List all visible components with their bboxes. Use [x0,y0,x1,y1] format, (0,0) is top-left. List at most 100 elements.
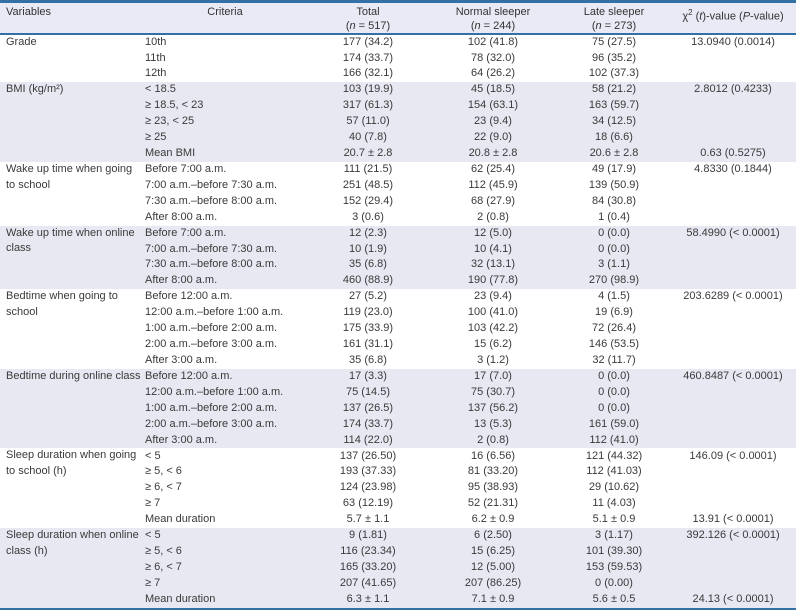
criteria-cell: < 5 [145,529,161,542]
statistic-cell: 13.0940 (0.0014) [691,35,775,48]
statistic-cell [670,50,796,66]
normal-sleeper-cell: 137 (56.2) [467,401,519,414]
total-cell: 116 (23.34) [340,545,396,558]
total-cell: 10 (1.9) [349,242,387,255]
table-row: 7:00 a.m.–before 7:30 a.m. 251 (48.5) 112 … [0,178,796,194]
variable-cell: BMI (kg/m²) [6,83,64,96]
statistic-cell: 24.13 (< 0.0001) [692,592,774,605]
normal-sleeper-cell: 45 (18.5) [470,83,516,96]
statistic-cell [670,337,796,353]
total-cell: 317 (61.3) [342,99,394,112]
total-cell: 27 (5.2) [349,290,387,303]
total-cell: 174 (33.7) [342,51,394,64]
total-cell: 75 (14.5) [345,385,391,398]
normal-sleeper-cell: 6 (2.50) [474,529,512,542]
normal-sleeper-cell: 2 (0.8) [477,210,509,223]
criteria-cell: 7:00 a.m.–before 7:30 a.m. [145,178,278,191]
total-cell: 5.7 ± 1.1 [346,513,390,526]
statistic-cell [670,242,796,258]
late-sleeper-cell: 49 (17.9) [591,162,637,175]
col-header-variables-label: Variables [6,6,52,18]
normal-sleeper-cell: 52 (21.31) [467,497,519,510]
statistic-cell: 203.6289 (< 0.0001) [683,290,783,303]
variable-cell: Bedtime when going to school [6,290,118,319]
total-cell: 114 (22.0) [343,433,393,446]
criteria-cell: Before 7:00 a.m. [145,162,227,175]
normal-sleeper-cell: 64 (26.2) [470,67,516,80]
table-row: After 3:00 a.m. 35 (6.8) 3 (1.2) 32 (11.7) [0,353,796,369]
normal-sleeper-cell: 32 (13.1) [470,258,516,271]
table-row: ≥ 6, < 7 124 (23.98) 95 (38.93) 29 (10.62) [0,480,796,496]
col-header-normal-sleeper-label: Normal sleeper [455,6,531,18]
criteria-cell: Before 12:00 a.m. [145,290,233,303]
normal-sleeper-cell: 154 (63.1) [467,99,519,112]
statistic-cell [670,178,796,194]
total-cell: 111 (21.5) [343,162,393,175]
variable-cell: Wake up time when going to school [6,162,133,191]
total-cell: 3 (0.6) [352,210,384,223]
criteria-cell: After 8:00 a.m. [145,210,218,223]
normal-sleeper-cell: 20.8 ± 2.8 [468,147,518,160]
criteria-cell: ≥ 6, < 7 [145,561,182,573]
late-sleeper-cell: 270 (98.9) [588,274,640,287]
criteria-cell: Before 7:00 a.m. [145,226,227,239]
criteria-cell: 7:30 a.m.–before 8:00 a.m. [145,258,278,271]
total-cell: 166 (32.1) [342,67,394,80]
col-header-total-n: (n = 517) [345,19,391,32]
late-sleeper-cell: 5.6 ± 0.5 [592,592,636,605]
criteria-cell: 12:00 a.m.–before 1:00 a.m. [145,385,284,398]
total-cell: 137 (26.5) [342,401,394,414]
statistic-cell: 2.8012 (0.4233) [694,83,772,96]
table-row: BMI (kg/m²) < 18.5 103 (19.9) 45 (18.5) 58 (… [0,82,796,99]
total-cell: 35 (6.8) [349,258,387,271]
statistic-cell [670,496,796,512]
total-cell: 57 (11.0) [346,115,390,128]
table-row: Wake up time when going to school Before … [0,162,796,191]
col-header-late-sleeper: Late sleeper (n = 273) [558,1,670,35]
late-sleeper-cell: 0 (0.0) [598,401,630,414]
normal-sleeper-cell: 17 (7.0) [474,369,512,382]
total-cell: 251 (48.5) [342,178,394,191]
criteria-cell: 2:00 a.m.–before 3:00 a.m. [145,417,278,430]
late-sleeper-cell: 11 (4.03) [592,497,636,510]
normal-sleeper-cell: 15 (6.2) [474,338,512,351]
col-header-late-sleeper-n: (n = 273) [591,19,637,32]
late-sleeper-cell: 3 (1.17) [595,529,633,542]
col-header-criteria-label: Criteria [207,6,243,18]
statistic-cell: 146.09 (< 0.0001) [689,449,777,462]
criteria-cell: 12th [145,67,167,80]
criteria-cell: 1:00 a.m.–before 2:00 a.m. [145,401,278,414]
normal-sleeper-cell: 102 (41.8) [467,35,519,48]
late-sleeper-cell: 1 (0.4) [598,210,630,223]
late-sleeper-cell: 58 (21.2) [591,83,637,96]
total-cell: 175 (33.9) [342,322,394,335]
criteria-cell: Before 12:00 a.m. [145,369,233,382]
normal-sleeper-cell: 78 (32.0) [470,51,516,64]
total-cell: 177 (34.2) [342,35,394,48]
normal-sleeper-cell: 190 (77.8) [467,274,519,287]
statistic-cell [670,544,796,560]
statistic-cell [670,433,796,449]
late-sleeper-cell: 5.1 ± 0.9 [592,513,636,526]
criteria-cell: ≥ 18.5, < 23 [145,99,204,112]
criteria-cell: 11th [145,51,166,64]
col-header-statistic-label: χ2 (t)-value (P-value) [682,8,784,23]
statistic-cell [670,257,796,273]
late-sleeper-cell: 4 (1.5) [598,290,630,303]
col-header-total-label: Total [356,6,380,18]
variable-cell: Sleep duration when online class (h) [6,529,139,557]
table-row: After 8:00 a.m. 460 (88.9) 190 (77.8) 270 (… [0,273,796,290]
total-cell: 174 (33.7) [342,417,394,430]
criteria-cell: 7:00 a.m.–before 7:30 a.m. [145,242,278,255]
statistic-cell: 13.91 (< 0.0001) [692,513,774,526]
col-header-normal-sleeper: Normal sleeper (n = 244) [428,1,558,35]
total-cell: 6.3 ± 1.1 [346,592,390,605]
statistic-cell [670,464,796,480]
criteria-cell: After 3:00 a.m. [145,433,218,446]
table-row: 12th 166 (32.1) 64 (26.2) 102 (37.3) [0,66,796,82]
statistic-cell [670,401,796,417]
col-header-normal-sleeper-n: (n = 244) [470,19,516,32]
variable-cell: Bedtime during online class [6,369,141,382]
table-header: Variables Criteria Total (n = 517) Norma… [0,1,796,35]
normal-sleeper-cell: 15 (6.25) [470,545,516,558]
